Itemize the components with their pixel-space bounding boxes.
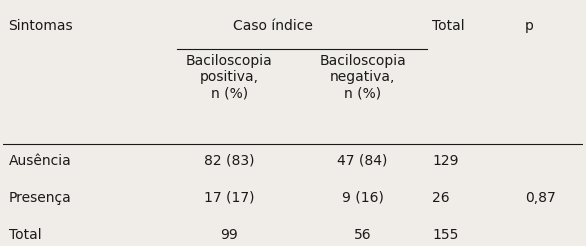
Text: 99: 99 bbox=[220, 228, 238, 242]
Text: Baciloscopia
positiva,
n (%): Baciloscopia positiva, n (%) bbox=[186, 54, 272, 100]
Text: p: p bbox=[525, 19, 534, 33]
Text: 129: 129 bbox=[432, 154, 459, 168]
Text: Caso índice: Caso índice bbox=[233, 19, 312, 33]
Text: 0,87: 0,87 bbox=[525, 191, 556, 205]
Text: 26: 26 bbox=[432, 191, 450, 205]
Text: 17 (17): 17 (17) bbox=[204, 191, 254, 205]
Text: Total: Total bbox=[9, 228, 41, 242]
Text: 47 (84): 47 (84) bbox=[338, 154, 388, 168]
Text: 82 (83): 82 (83) bbox=[204, 154, 254, 168]
Text: 155: 155 bbox=[432, 228, 459, 242]
Text: Presença: Presença bbox=[9, 191, 71, 205]
Text: Ausência: Ausência bbox=[9, 154, 71, 168]
Text: Baciloscopia
negativa,
n (%): Baciloscopia negativa, n (%) bbox=[319, 54, 406, 100]
Text: Total: Total bbox=[432, 19, 465, 33]
Text: Sintomas: Sintomas bbox=[9, 19, 73, 33]
Text: 9 (16): 9 (16) bbox=[342, 191, 384, 205]
Text: 56: 56 bbox=[354, 228, 372, 242]
